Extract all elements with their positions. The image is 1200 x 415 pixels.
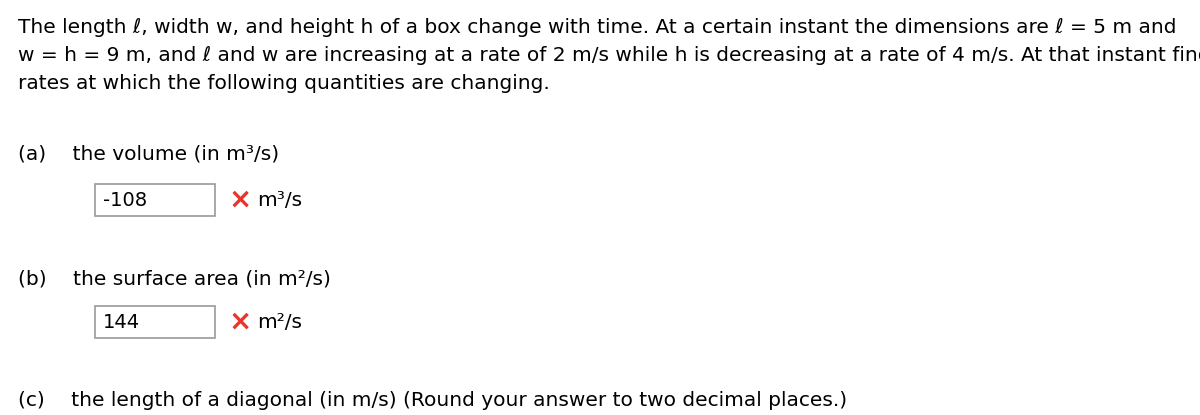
Text: m²/s: m²/s bbox=[257, 312, 302, 332]
Text: ×: × bbox=[229, 186, 252, 214]
Text: ×: × bbox=[229, 308, 252, 336]
Text: m³/s: m³/s bbox=[257, 190, 302, 210]
Text: rates at which the following quantities are changing.: rates at which the following quantities … bbox=[18, 74, 550, 93]
Text: (a)  the volume (in m³/s): (a) the volume (in m³/s) bbox=[18, 144, 280, 163]
FancyBboxPatch shape bbox=[95, 184, 215, 216]
FancyBboxPatch shape bbox=[95, 306, 215, 338]
Text: -108: -108 bbox=[103, 190, 148, 210]
Text: (b)  the surface area (in m²/s): (b) the surface area (in m²/s) bbox=[18, 269, 331, 288]
Text: (c)  the length of a diagonal (in m/s) (Round your answer to two decimal places.: (c) the length of a diagonal (in m/s) (R… bbox=[18, 391, 847, 410]
Text: 144: 144 bbox=[103, 312, 140, 332]
Text: The length ℓ, width w, and height h of a box change with time. At a certain inst: The length ℓ, width w, and height h of a… bbox=[18, 18, 1176, 37]
Text: w = h = 9 m, and ℓ and w are increasing at a rate of 2 m/s while h is decreasing: w = h = 9 m, and ℓ and w are increasing … bbox=[18, 46, 1200, 65]
